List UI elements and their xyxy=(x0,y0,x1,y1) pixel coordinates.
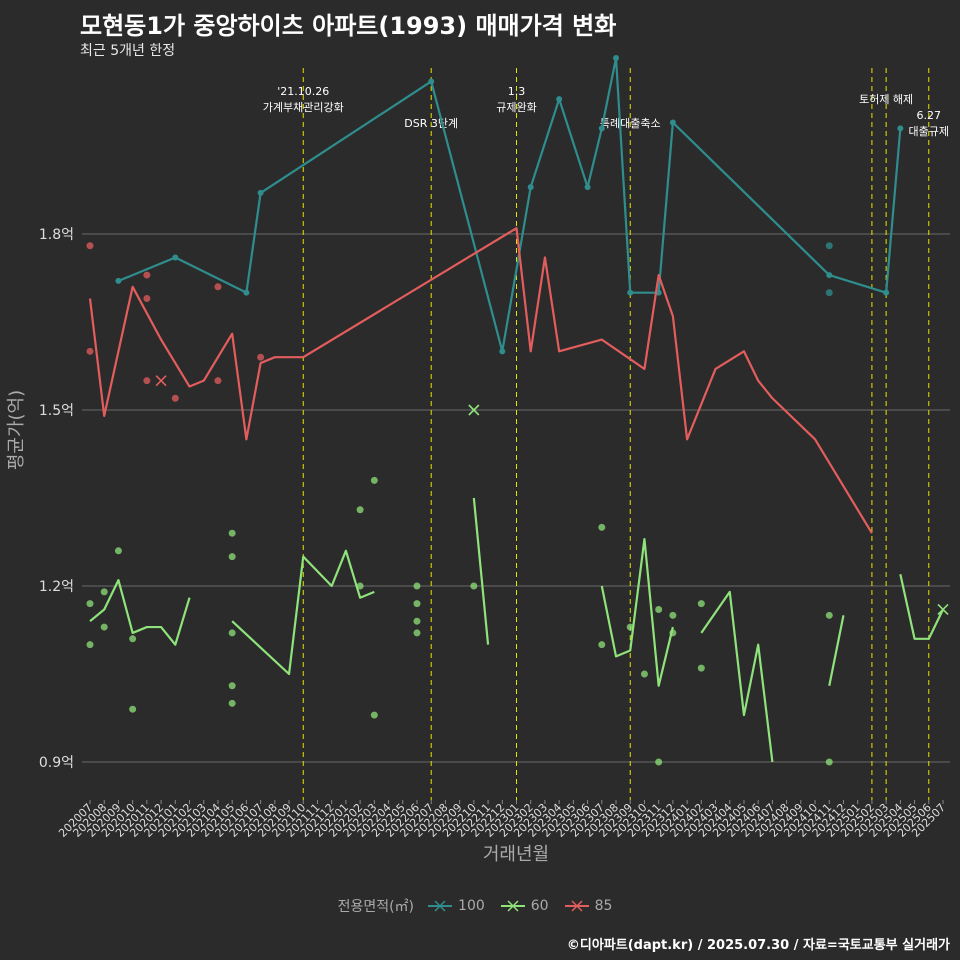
legend-label-60: 60 xyxy=(530,898,549,914)
data-point-60 xyxy=(598,641,606,649)
series-vertex-100 xyxy=(556,96,563,103)
data-point-60 xyxy=(228,553,236,561)
data-point-85 xyxy=(171,394,179,402)
y-tick-label: 0.9억 xyxy=(39,755,74,771)
data-point-60 xyxy=(370,711,378,719)
series-vertex-100 xyxy=(172,254,179,261)
legend-label-100: 100 xyxy=(458,898,485,914)
series-line-60 xyxy=(899,574,944,640)
data-point-60 xyxy=(655,605,663,613)
data-point-60 xyxy=(228,699,236,707)
series-vertex-100 xyxy=(428,78,435,85)
data-point-60 xyxy=(370,476,378,484)
x-axis-title: 거래년월 xyxy=(483,844,549,865)
series-line-85 xyxy=(88,227,873,534)
series-line-60 xyxy=(828,615,845,686)
data-point-85 xyxy=(214,377,222,385)
y-tick-label: 1.5억 xyxy=(39,403,74,419)
data-point-60 xyxy=(86,600,94,608)
event-label: 대출규제 xyxy=(909,125,949,138)
data-point-60 xyxy=(669,611,677,619)
legend-item-85: 85 xyxy=(564,898,613,914)
series-line-60 xyxy=(231,549,375,676)
event-label: 규제완화 xyxy=(496,101,536,114)
event-label: DSR 3단계 xyxy=(404,117,458,130)
chart-subtitle: 최근 5개년 한정 xyxy=(80,43,176,59)
data-point-60 xyxy=(470,582,478,590)
data-point-60 xyxy=(228,629,236,637)
data-point-60 xyxy=(114,547,122,555)
y-axis-title: 평균가(억) xyxy=(6,390,27,470)
data-point-60 xyxy=(413,600,421,608)
series-vertex-100 xyxy=(499,348,506,355)
data-point-60 xyxy=(228,529,236,537)
data-point-60 xyxy=(413,629,421,637)
legend-key-60 xyxy=(500,900,525,912)
data-point-85 xyxy=(257,353,265,361)
series-vertex-100 xyxy=(257,189,264,196)
series-line-60 xyxy=(700,590,774,763)
chart-title: 모현동1가 중앙하이츠 아파트(1993) 매매가격 변화 xyxy=(80,12,617,40)
y-tick-label: 1.2억 xyxy=(39,579,74,595)
legend-item-100: 100 xyxy=(428,898,485,914)
event-label: 1.3 xyxy=(508,85,526,98)
data-point-60 xyxy=(356,582,364,590)
legend-key-100 xyxy=(428,900,453,912)
series-vertex-100 xyxy=(897,125,904,132)
series-vertex-100 xyxy=(883,289,890,296)
data-point-60 xyxy=(697,600,705,608)
data-point-60 xyxy=(697,664,705,672)
event-label: 가계부채관리강화 xyxy=(263,101,344,114)
cross-marker-60 xyxy=(937,603,949,616)
data-point-60 xyxy=(655,758,663,766)
data-point-60 xyxy=(100,588,108,596)
data-point-85 xyxy=(143,271,151,279)
data-point-60 xyxy=(129,705,137,713)
y-tick-label: 1.8억 xyxy=(39,227,74,243)
series-vertex-100 xyxy=(243,289,250,296)
series-line-60 xyxy=(89,579,191,646)
event-label: 토허제 해제 xyxy=(859,92,913,106)
series-vertex-100 xyxy=(584,184,591,191)
series-vertex-100 xyxy=(826,272,833,279)
data-point-60 xyxy=(598,523,606,531)
series-vertex-100 xyxy=(115,277,122,284)
data-point-85 xyxy=(143,377,151,385)
data-point-60 xyxy=(825,611,833,619)
data-point-60 xyxy=(86,641,94,649)
series-vertex-100 xyxy=(527,184,534,191)
data-point-60 xyxy=(413,617,421,625)
data-point-60 xyxy=(129,635,137,643)
series-vertex-100 xyxy=(613,55,620,61)
series-vertex-100 xyxy=(669,119,676,126)
legend-title: 전용면적(㎡) xyxy=(337,899,415,915)
data-point-85 xyxy=(143,295,151,303)
cross-marker-85 xyxy=(155,375,167,387)
series-vertex-100 xyxy=(627,289,634,296)
series-line-60 xyxy=(472,497,490,645)
event-label: 특례대출축소 xyxy=(600,117,661,130)
data-point-60 xyxy=(825,758,833,766)
cross-marker-60 xyxy=(468,404,480,416)
data-point-85 xyxy=(214,283,222,291)
series-vertex-100 xyxy=(598,125,605,132)
data-point-60 xyxy=(100,623,108,631)
legend: 전용면적(㎡) 100 60 85 xyxy=(0,896,960,916)
data-point-100 xyxy=(825,242,833,250)
data-point-60 xyxy=(228,682,236,690)
source-caption: ©디아파트(dapt.kr) / 2025.07.30 / 자료=국토교통부 실… xyxy=(566,938,950,953)
legend-label-85: 85 xyxy=(594,898,613,914)
series-line-60 xyxy=(600,537,674,687)
event-label: '21.10.26 xyxy=(277,85,329,98)
data-point-85 xyxy=(86,347,94,355)
legend-key-85 xyxy=(564,900,589,912)
data-point-60 xyxy=(640,670,648,678)
data-point-60 xyxy=(413,582,421,590)
data-point-60 xyxy=(356,506,364,514)
event-label: 6.27 xyxy=(917,109,942,122)
data-point-100 xyxy=(825,289,833,297)
data-point-85 xyxy=(86,242,94,250)
legend-item-60: 60 xyxy=(500,898,549,914)
